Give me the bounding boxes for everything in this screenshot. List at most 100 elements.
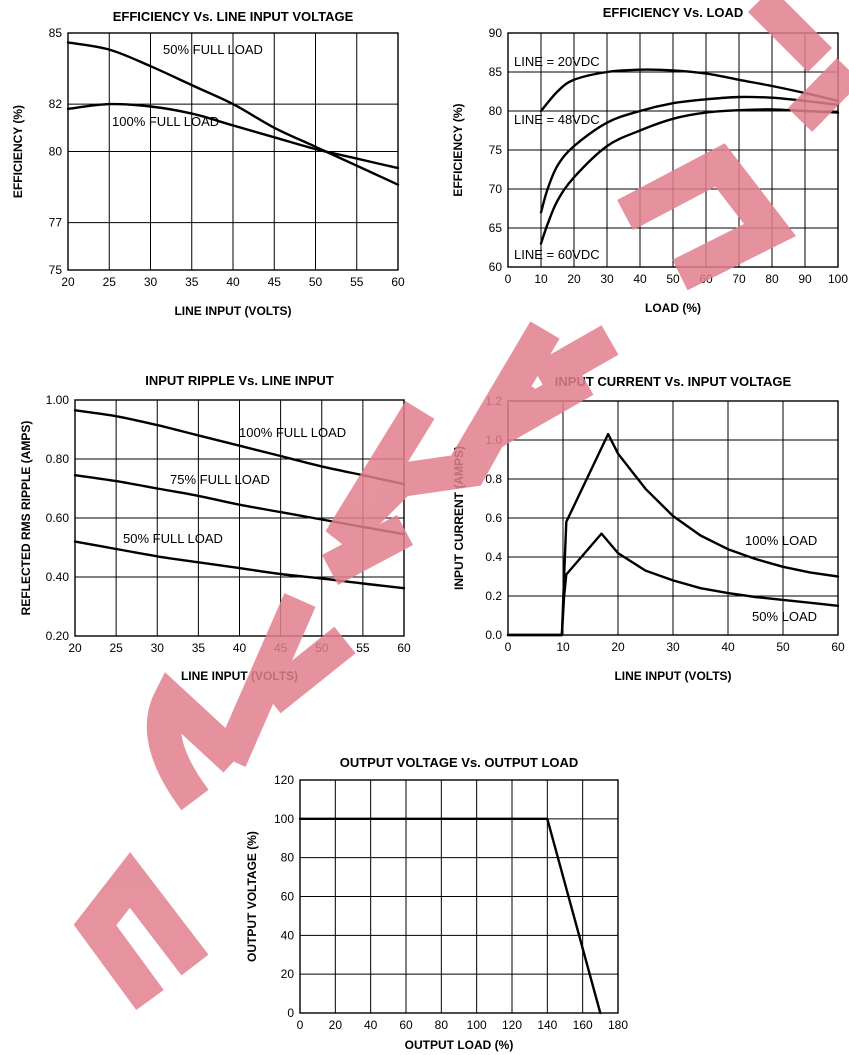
y-tick-label: 0.6 <box>485 511 502 525</box>
y-tick-label: 20 <box>281 967 295 981</box>
x-axis-label: LINE INPUT (VOLTS) <box>174 304 291 318</box>
y-tick-label: 70 <box>489 182 503 196</box>
x-tick-label: 40 <box>721 640 735 654</box>
y-tick-label: 0.80 <box>46 452 70 466</box>
y-tick-label: 1.00 <box>46 393 70 407</box>
x-axis-label: OUTPUT LOAD (%) <box>405 1038 514 1052</box>
series-label: LINE = 48VDC <box>514 112 600 127</box>
x-tick-label: 60 <box>391 275 405 289</box>
y-tick-label: 60 <box>489 260 503 274</box>
x-tick-label: 30 <box>151 641 165 655</box>
x-tick-label: 30 <box>666 640 680 654</box>
chart-5: OUTPUT VOLTAGE Vs. OUTPUT LOAD 0 20 40 60 80 1… <box>245 755 628 1052</box>
plot-frame <box>67 32 399 271</box>
x-tick-label: 100 <box>467 1018 487 1032</box>
x-tick-label: 50 <box>776 640 790 654</box>
x-tick-label: 0 <box>297 1018 304 1032</box>
x-tick-label: 0 <box>505 640 512 654</box>
y-tick-label: 90 <box>489 26 503 40</box>
x-tick-label: 40 <box>364 1018 378 1032</box>
x-tick-label: 10 <box>556 640 570 654</box>
plot-frame <box>507 32 839 268</box>
x-tick-label: 40 <box>226 275 240 289</box>
watermark-stroke <box>432 321 619 487</box>
x-tick-label: 35 <box>185 275 199 289</box>
x-tick-label: 90 <box>798 272 812 286</box>
y-axis-label: EFFICIENCY (%) <box>451 103 465 196</box>
y-tick-label: 75 <box>49 263 63 277</box>
chart-1: EFFICIENCY Vs. LINE INPUT VOLTAGE 20 25 30 3… <box>11 9 405 318</box>
series-line <box>73 409 406 486</box>
x-tick-label: 35 <box>192 641 206 655</box>
y-tick-label: 77 <box>49 216 63 230</box>
y-tick-label: 85 <box>49 26 63 40</box>
x-axis-label: LINE INPUT (VOLTS) <box>614 669 731 683</box>
watermark-stroke <box>146 672 247 811</box>
x-tick-label: 80 <box>435 1018 449 1032</box>
x-tick-label: 80 <box>765 272 779 286</box>
x-tick-label: 100 <box>828 272 848 286</box>
y-axis-label: OUTPUT VOLTAGE (%) <box>245 831 259 962</box>
chart-title: EFFICIENCY Vs. LOAD <box>603 5 744 20</box>
series-label: LINE = 20VDC <box>514 54 600 69</box>
x-tick-label: 25 <box>103 275 117 289</box>
x-tick-label: 120 <box>502 1018 522 1032</box>
x-tick-label: 40 <box>633 272 647 286</box>
y-tick-label: 85 <box>489 65 503 79</box>
y-tick-label: 0.0 <box>485 628 502 642</box>
y-tick-label: 80 <box>281 851 295 865</box>
series-line <box>506 432 840 637</box>
y-tick-label: 65 <box>489 221 503 235</box>
series-label: 100% LOAD <box>745 533 817 548</box>
y-tick-label: 60 <box>281 890 295 904</box>
x-tick-label: 180 <box>608 1018 628 1032</box>
y-axis-label: REFLECTED RMS RIPPLE (AMPS) <box>19 421 33 616</box>
x-tick-label: 50 <box>666 272 680 286</box>
series-line <box>539 95 840 214</box>
series-label: 50% FULL LOAD <box>163 42 263 57</box>
series-label: 50% FULL LOAD <box>123 531 223 546</box>
x-tick-label: 30 <box>600 272 614 286</box>
y-tick-label: 0.60 <box>46 511 70 525</box>
x-tick-label: 40 <box>233 641 247 655</box>
series-label: 50% LOAD <box>752 609 817 624</box>
y-axis-label: EFFICIENCY (%) <box>11 105 25 198</box>
watermark-stroke <box>214 593 356 767</box>
y-tick-label: 75 <box>489 143 503 157</box>
plot-frame <box>507 400 839 636</box>
x-axis-label: LOAD (%) <box>645 301 701 315</box>
x-tick-label: 140 <box>537 1018 557 1032</box>
watermark-stroke <box>747 0 849 132</box>
watermark-stroke <box>617 143 797 291</box>
x-tick-label: 70 <box>732 272 746 286</box>
x-tick-label: 25 <box>109 641 123 655</box>
chart-4: INPUT CURRENT Vs. INPUT VOLTAGE 0 10 20 30 40… <box>452 374 845 683</box>
y-tick-label: 82 <box>49 97 63 111</box>
x-tick-label: 45 <box>268 275 282 289</box>
y-tick-label: 100 <box>274 812 294 826</box>
y-tick-label: 0.4 <box>485 550 502 564</box>
y-tick-label: 120 <box>274 773 294 787</box>
chart-title: INPUT RIPPLE Vs. LINE INPUT <box>145 373 334 388</box>
series-line <box>506 532 840 637</box>
series-label: 75% FULL LOAD <box>170 472 270 487</box>
x-tick-label: 60 <box>831 640 845 654</box>
y-tick-label: 0 <box>287 1006 294 1020</box>
series-line <box>298 817 602 1015</box>
series-line <box>66 41 400 186</box>
y-tick-label: 80 <box>49 145 63 159</box>
y-tick-label: 0.20 <box>46 629 70 643</box>
y-tick-label: 80 <box>489 104 503 118</box>
y-tick-label: 0.40 <box>46 570 70 584</box>
chart-title: EFFICIENCY Vs. LINE INPUT VOLTAGE <box>113 9 354 24</box>
plot-frame <box>299 779 619 1014</box>
x-tick-label: 60 <box>397 641 411 655</box>
x-tick-label: 160 <box>573 1018 593 1032</box>
chart-title: INPUT CURRENT Vs. INPUT VOLTAGE <box>555 374 792 389</box>
series-line <box>73 540 406 590</box>
x-tick-label: 10 <box>534 272 548 286</box>
series-line <box>539 68 840 113</box>
x-tick-label: 0 <box>505 272 512 286</box>
chart-title: OUTPUT VOLTAGE Vs. OUTPUT LOAD <box>340 755 579 770</box>
x-tick-label: 20 <box>61 275 75 289</box>
